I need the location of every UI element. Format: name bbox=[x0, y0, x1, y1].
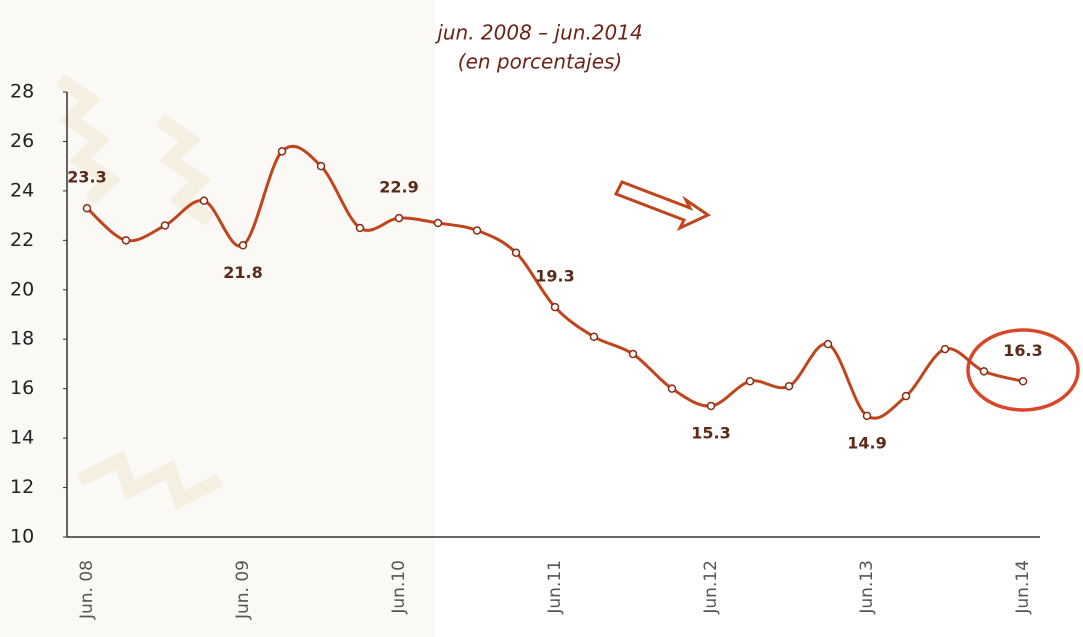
x-tick-label: Jun. 09 bbox=[233, 560, 253, 620]
data-point bbox=[981, 368, 988, 375]
y-tick-label: 20 bbox=[10, 278, 34, 300]
data-point bbox=[240, 242, 247, 249]
data-label: 15.3 bbox=[691, 423, 730, 442]
data-point bbox=[942, 346, 949, 353]
x-tick-label: Jun.10 bbox=[389, 560, 409, 615]
data-label: 19.3 bbox=[535, 267, 574, 286]
data-point bbox=[903, 393, 910, 400]
y-tick-label: 22 bbox=[10, 229, 34, 251]
x-tick-label: Jun.13 bbox=[857, 560, 877, 615]
data-label: 22.9 bbox=[379, 178, 418, 197]
y-tick-label: 14 bbox=[10, 427, 34, 449]
data-point bbox=[162, 222, 169, 229]
y-tick-label: 18 bbox=[10, 328, 34, 350]
x-tick-label: Jun.12 bbox=[701, 560, 721, 615]
background-panel bbox=[0, 0, 435, 637]
data-point bbox=[1020, 378, 1027, 385]
data-point bbox=[201, 197, 208, 204]
y-tick-label: 16 bbox=[10, 377, 34, 399]
data-point bbox=[435, 220, 442, 227]
data-point bbox=[669, 385, 676, 392]
y-tick-label: 12 bbox=[10, 476, 34, 498]
data-label: 23.3 bbox=[67, 168, 106, 187]
data-point bbox=[513, 249, 520, 256]
data-point bbox=[786, 383, 793, 390]
data-point bbox=[357, 224, 364, 231]
data-point bbox=[474, 227, 481, 234]
chart-subtitle: (en porcentajes) bbox=[458, 50, 622, 74]
data-point bbox=[825, 341, 832, 348]
trend-arrow bbox=[616, 182, 708, 228]
data-point bbox=[279, 148, 286, 155]
data-label: 21.8 bbox=[223, 263, 262, 282]
data-point bbox=[552, 304, 559, 311]
y-tick-label: 28 bbox=[10, 81, 34, 103]
data-point bbox=[591, 333, 598, 340]
data-point bbox=[708, 402, 715, 409]
data-point bbox=[747, 378, 754, 385]
y-tick-label: 26 bbox=[10, 130, 34, 152]
y-tick-label: 10 bbox=[10, 526, 34, 548]
background-decoration bbox=[0, 0, 435, 637]
data-point bbox=[396, 215, 403, 222]
x-tick-label: Jun. 08 bbox=[77, 560, 97, 620]
data-label: 16.3 bbox=[1003, 341, 1042, 360]
data-point bbox=[84, 205, 91, 212]
data-point bbox=[864, 412, 871, 419]
data-point bbox=[318, 163, 325, 170]
x-tick-label: Jun.14 bbox=[1013, 560, 1033, 615]
y-tick-label: 24 bbox=[10, 179, 34, 201]
data-point bbox=[630, 351, 637, 358]
data-point bbox=[123, 237, 130, 244]
chart: jun. 2008 – jun.2014 (en porcentajes) 10… bbox=[0, 0, 1083, 637]
data-label: 14.9 bbox=[847, 433, 886, 452]
chart-title: jun. 2008 – jun.2014 bbox=[434, 21, 642, 45]
x-tick-label: Jun.11 bbox=[545, 560, 565, 615]
